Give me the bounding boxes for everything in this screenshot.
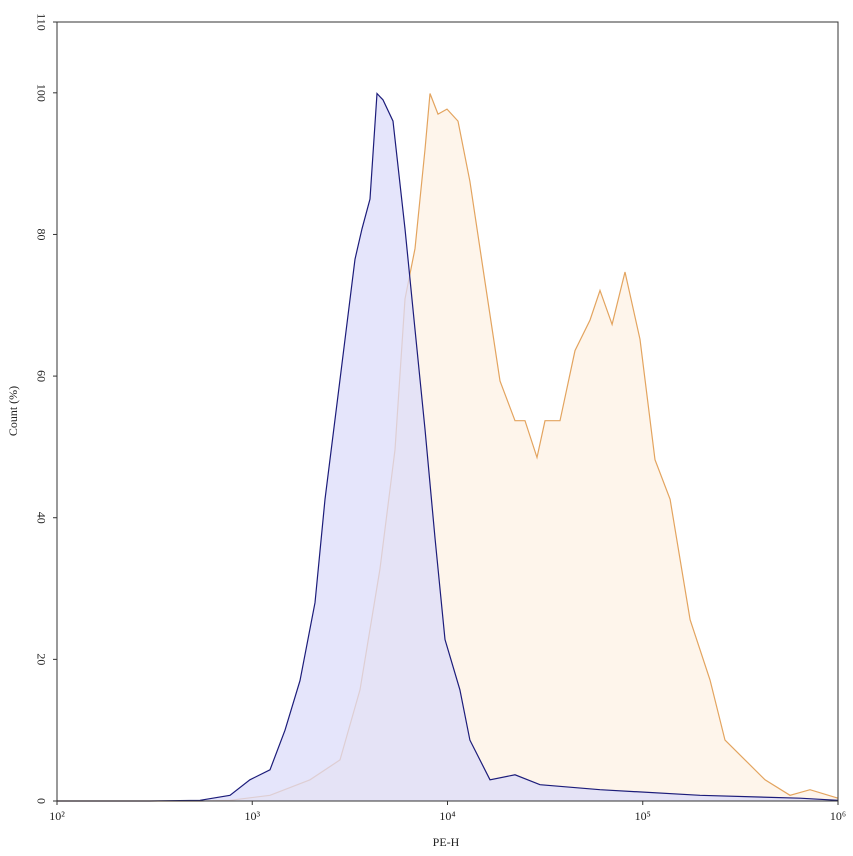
- y-tick-label: 110: [34, 13, 48, 31]
- x-tick-label: 10⁴: [439, 809, 455, 823]
- x-tick-label: 10⁶: [830, 809, 846, 823]
- histogram-line: [57, 92, 839, 802]
- y-axis-label: Count (%): [6, 386, 20, 436]
- x-tick-label: 10²: [49, 809, 65, 823]
- y-tick-label: 40: [34, 512, 48, 524]
- y-tick-label: 20: [34, 653, 48, 665]
- y-tick-label: 60: [34, 370, 48, 382]
- x-tick-label: 10³: [244, 809, 260, 823]
- area-fill: [57, 93, 838, 801]
- x-axis-label: PE-H: [433, 835, 460, 849]
- x-tick-label: 10⁵: [635, 809, 651, 823]
- area-fill: [57, 93, 838, 801]
- y-tick-label: 80: [34, 228, 48, 240]
- y-tick-label: 100: [34, 84, 48, 102]
- y-tick-label: 0: [34, 798, 48, 804]
